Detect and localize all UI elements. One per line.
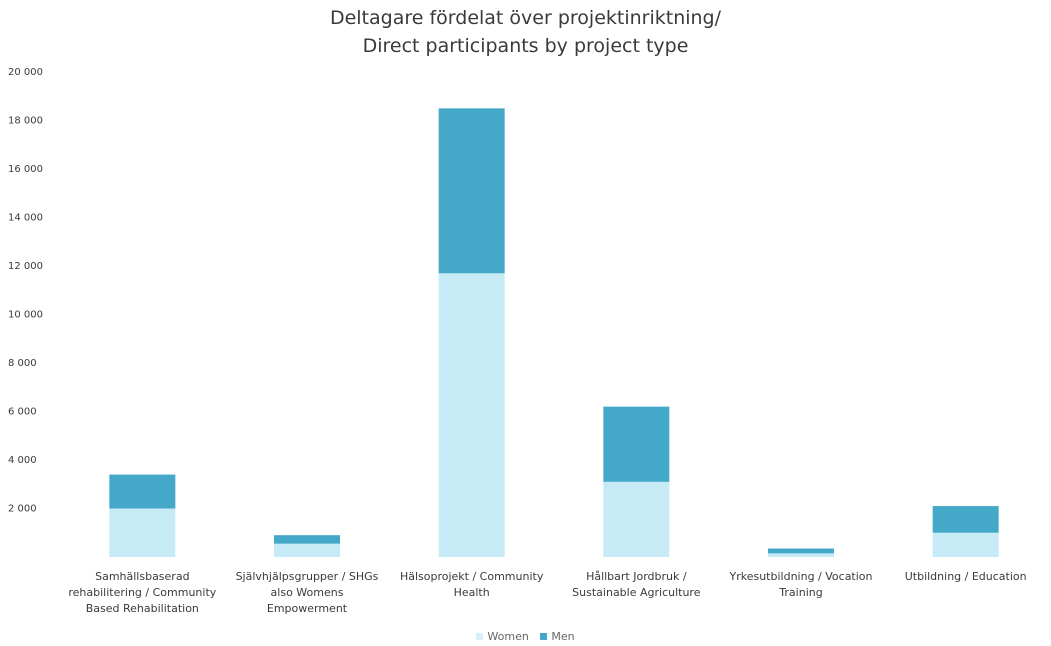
y-tick-label: 4 000 — [8, 455, 37, 466]
x-tick-label: Yrkesutbildning / Vocation Training — [728, 570, 872, 599]
x-tick-label: Samhällsbaserad rehabilitering / Communit… — [68, 570, 216, 615]
bars — [109, 108, 999, 557]
x-tick-label: Hållbart Jordbruk / Sustainable Agricultu… — [572, 570, 701, 599]
y-tick-label: 10 000 — [8, 310, 43, 321]
legend-label-men: Men — [551, 630, 575, 643]
bar-women-4 — [768, 553, 834, 557]
x-tick-label: Självhjälpsgrupper / SHGs also Womens Empo… — [236, 570, 379, 615]
legend: Women Men — [0, 630, 1051, 643]
x-axis-labels: Samhällsbaserad rehabilitering / Communit… — [68, 570, 1026, 615]
legend-swatch-men — [540, 633, 548, 640]
y-tick-label: 16 000 — [8, 164, 43, 175]
bar-men-4 — [768, 548, 834, 554]
bar-women-3 — [603, 481, 670, 557]
y-tick-label: 12 000 — [8, 261, 43, 272]
y-axis: 2 000 4 000 6 000 8 000 10 000 12 000 14 000 16… — [8, 67, 43, 515]
chart-title-line-2: Direct participants by project type — [362, 35, 689, 57]
y-tick-label: 6 000 — [8, 407, 37, 418]
bar-men-0 — [109, 474, 176, 509]
x-tick-label: Hälsoprojekt / Community Health — [400, 570, 544, 599]
bar-women-1 — [274, 543, 340, 557]
y-tick-label: 18 000 — [8, 116, 43, 127]
legend-item-women: Women — [476, 630, 529, 643]
legend-label-women: Women — [487, 630, 529, 643]
legend-swatch-women — [476, 633, 484, 640]
bar-women-5 — [932, 532, 999, 557]
bar-men-5 — [932, 506, 999, 533]
legend-item-men: Men — [540, 630, 575, 643]
bar-women-0 — [109, 508, 176, 557]
bar-men-2 — [438, 108, 505, 274]
chart-title-line-1: Deltagare fördelat över projektinriktnin… — [329, 7, 722, 29]
bar-men-1 — [274, 535, 340, 544]
y-tick-label: 8 000 — [8, 358, 37, 369]
bar-men-3 — [603, 406, 670, 482]
x-tick-label: Utbildning / Education — [905, 570, 1027, 583]
y-tick-label: 20 000 — [8, 67, 43, 78]
bar-women-2 — [438, 273, 505, 557]
y-tick-label: 2 000 — [8, 504, 37, 515]
y-tick-label: 14 000 — [8, 213, 43, 224]
